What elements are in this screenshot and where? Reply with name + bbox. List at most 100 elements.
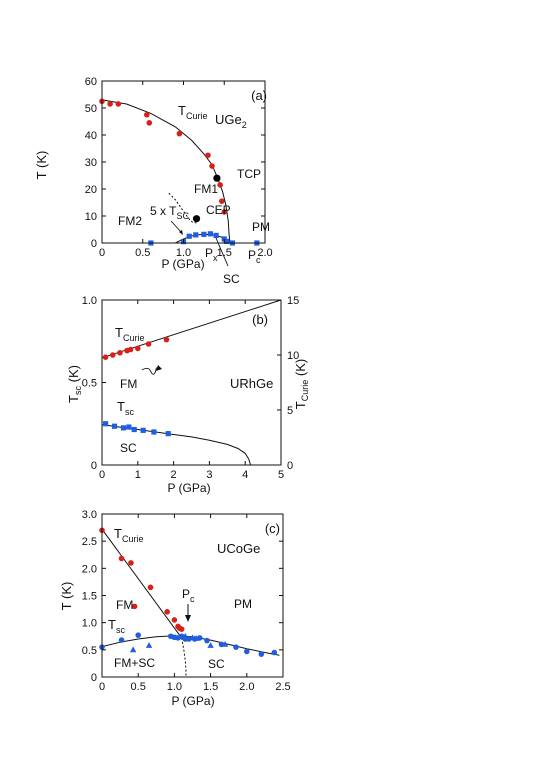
panel-a-tcurie-point [115,101,122,107]
panel-a-marks [99,98,260,246]
panel-a-cep-label: CEP [206,203,231,217]
panel-c-ucoge: 0 0.5 1.0 1.5 2.0 2.5 0 0.5 1.0 1.5 2.0 2.5 3.0 T (K… [59,509,291,708]
panel-b-compound: URhGe [230,376,273,391]
panel-b-y2label: TCurie (K) [293,359,310,409]
panel-c-label: (c) [265,521,280,536]
panel-c-tsc-point [118,637,125,643]
panel-c-tsc-point [221,641,229,647]
panel-c-tsc-point [244,648,250,655]
panel-c-tsc-point [207,642,214,648]
panel-c-tsc-point [258,651,265,657]
panel-a-fm2-label: FM2 [118,214,142,228]
panel-a-tsc-arrow [170,220,183,234]
panel-c-ylabel: T (K) [59,582,74,611]
panel-c-xtick-label: 0 [99,681,105,693]
panel-c-compound: UCoGe [217,541,260,556]
panel-b-xlabel: P (GPa) [167,481,210,495]
panel-a-tsc-point [186,233,192,239]
panel-b-xtick-label: 2 [171,469,177,481]
panel-a-xtick-label: 1.0 [176,247,191,259]
panel-b-tcurie-label: TCurie [115,325,144,343]
panel-a-fm1-label: FM1 [194,182,218,196]
panel-a-xlabel: P (GPa) [161,257,204,271]
panel-a-xtick-label: 2.0 [257,247,272,259]
panel-c-ytick-label: 0 [91,672,97,684]
panel-c-ytick-label: 3.0 [82,509,97,521]
panel-a-label: (a) [251,88,267,103]
panel-a-tcurie-point [107,101,113,107]
panel-b-tsc-point [131,426,137,433]
panel-a-cep-point [192,215,201,223]
panel-c-tsc-label: Tsc [108,617,125,635]
panel-c-xtick-label: 1.5 [203,681,218,693]
panel-a-px-label: Px [205,246,218,263]
panel-c-tsc-point [192,635,200,641]
panel-b-right-ytick-label: 0 [287,460,293,472]
panel-c-xtick-label: 1.0 [167,681,182,693]
panel-c-ytick-label: 1.5 [82,591,97,603]
panel-c-ytick-label: 0.5 [82,645,97,657]
panel-a-compound: UGe2 [215,112,247,130]
panel-c-tcurie-point [118,555,125,562]
panel-c-tcurie-point [131,603,138,610]
panel-a-ytick-label: 60 [85,76,97,88]
panel-a-tcurie-point [217,182,223,188]
panel-a-tsc-point [207,231,213,237]
panel-c-tsc-point [204,637,210,644]
panel-c-tcurie-point [171,617,178,623]
panel-a-xtick-label: 0.5 [135,247,150,259]
panel-a-tcurie-point [219,198,225,204]
panel-c-tsc-point [135,632,141,638]
panel-b-xtick-label: 5 [278,469,284,481]
panel-c-xlabel: P (GPa) [171,694,214,708]
panel-b-xtick-label: 1 [135,469,141,481]
panel-a-tcurie-point [176,130,183,137]
panel-c-tcurie-point [164,609,170,615]
panel-b-tcurie-point [127,346,134,353]
panel-a-ytick-label: 10 [85,211,97,223]
panel-b-tsc-point [140,427,146,433]
panel-b-tcurie-point [163,336,170,343]
panel-b-axis-arrow [141,367,161,375]
panel-a-tsc-point [201,231,207,237]
panel-a-xtick-label: 1.5 [217,247,232,259]
panel-b-right-ytick-label: 5 [287,405,293,417]
panel-b-ylabel: Tsc (K) [66,365,83,403]
panel-b-xtick-label: 3 [206,469,212,481]
panel-c-xtick-label: 0.5 [131,681,146,693]
panel-c-ytick-label: 1.0 [82,618,97,630]
panel-c-tcurie-line [101,528,183,639]
panel-a-tsc-arrowhead [179,230,183,235]
panel-b-label: (b) [252,312,268,327]
panel-b-fm-label: FM [120,377,137,391]
panel-a-ytick-label: 30 [85,157,97,169]
panel-c-tsc-point [233,644,239,650]
panel-a-ugE2: 0 0.5 1.0 1.5 2.0 0 10 20 30 40 50 60 T (K) P (GPa)… [34,76,273,286]
panel-b-axis-arrowhead [156,365,162,371]
panel-b-ytick-label: 1.0 [82,295,97,307]
panel-b-right-ytick-label: 15 [287,295,299,307]
panel-c-tsc-point [145,642,153,648]
panel-a-ytick-label: 0 [91,238,97,250]
panel-a-tcurie-point [221,209,228,215]
panel-a-pm-label: PM [252,220,270,234]
panel-c-fm-label: FM [116,598,133,612]
panel-c-tsc-point [271,649,278,656]
panel-b-tsc-label: Tsc [117,399,134,417]
panel-c-fmsc-label: FM+SC [114,656,155,670]
panel-c-axes: 0 0.5 1.0 1.5 2.0 2.5 0 0.5 1.0 1.5 2.0 2.5 3.0 [82,509,291,693]
panel-c-pc-label: Pc [182,587,195,604]
panel-a-tsc-point [224,238,230,244]
panel-a-tsc-label: 5 x TSC [150,204,189,221]
panel-a-ytick-label: 20 [85,184,97,196]
panel-c-xtick-label: 2.0 [239,681,254,693]
panel-a-tsc-point [193,232,199,238]
panel-c-ytick-label: 2.5 [82,536,97,548]
panel-a-sc-label: SC [223,272,240,286]
panel-b-tsc-point [126,424,132,430]
panel-b-tcurie-point [109,352,116,358]
panel-b-right-ytick-label: 10 [287,350,299,362]
panel-b-tcurie-point [117,350,123,356]
